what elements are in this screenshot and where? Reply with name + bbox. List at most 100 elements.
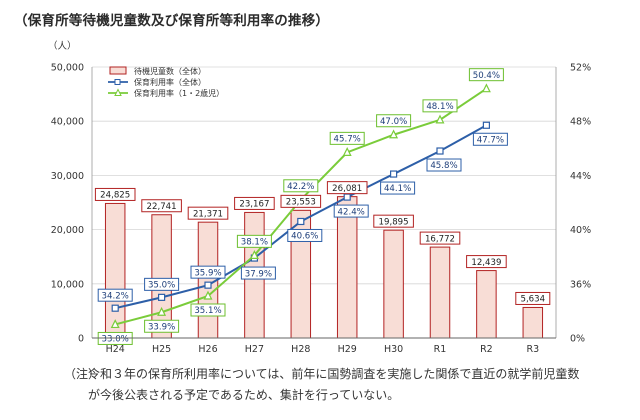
bar-value-label-box xyxy=(187,206,229,220)
bar xyxy=(151,214,172,339)
bar xyxy=(476,270,497,339)
rate-value-label: 35.0% xyxy=(148,281,175,291)
rate-value-label: 50.4% xyxy=(473,71,500,81)
y-left-tick-label: 0 xyxy=(78,334,84,345)
bar-value-label-group: 16,772 xyxy=(419,231,461,245)
line-point xyxy=(342,147,352,156)
line-point xyxy=(204,281,212,289)
chart-title: （保育所等待機児童数及び保育所等利用率の推移） xyxy=(14,13,330,29)
line-point xyxy=(482,121,490,129)
y-left-tick-label: 20,000 xyxy=(51,225,84,236)
x-tick-label: H24 xyxy=(106,344,125,355)
rate-value-label-group: 42.2% xyxy=(283,179,319,193)
chart-svg: 24,825 22,741 21,371 23,167 23,553 26,081 19,8… xyxy=(48,40,591,355)
legend-marker xyxy=(114,88,122,96)
line-point xyxy=(297,217,305,226)
line-point xyxy=(390,170,398,178)
legend-label: 保育利用率（1・2歳児） xyxy=(134,88,224,98)
rate-value-label-group: 37.9% xyxy=(240,266,276,280)
y-left-unit: （人） xyxy=(48,40,77,52)
note-line-1: 令和３年の保育所利用率については、前年に国勢調査を実施した関係で直近の就学前児童… xyxy=(88,367,580,381)
rate-value-label-box xyxy=(468,68,504,82)
rate-value-label-group: 35.9% xyxy=(190,265,226,279)
x-tick-label: H29 xyxy=(338,344,357,355)
line-point xyxy=(435,114,445,124)
bar-value-label-group: 26,081 xyxy=(326,181,368,195)
rate-value-label-box xyxy=(376,114,412,128)
rate-value-label: 42.4% xyxy=(338,207,365,217)
rate-value-label-box xyxy=(97,288,133,302)
bar-value-label-group: 12,439 xyxy=(466,255,507,269)
rate-value-label-box xyxy=(190,265,226,279)
bar-value-label-group: 23,167 xyxy=(234,196,275,210)
rate-value-label-box xyxy=(144,319,180,333)
line-point xyxy=(203,290,213,300)
rate-value-label: 40.6% xyxy=(291,232,318,242)
rate-value-label-group: 35.1% xyxy=(190,303,226,317)
bar-value-label-group: 24,825 xyxy=(94,187,136,201)
legend-layer: 待機児童数（全体）保育利用率（全体）保育利用率（1・2歳児） xyxy=(108,66,224,98)
rate-value-label-group: 33.9% xyxy=(144,319,180,333)
bar-value-label-box xyxy=(94,187,136,201)
line-point xyxy=(343,193,351,201)
bar-value-label-box xyxy=(515,291,551,305)
bar xyxy=(383,229,404,339)
y-right-tick-label: 52% xyxy=(570,63,591,74)
x-tick-label: R3 xyxy=(526,344,539,355)
rate-value-label: 42.2% xyxy=(287,182,314,192)
axis-layer: 0 10,000 20,000 30,000 40,000 50,000 0% 36% 40% 4… xyxy=(48,40,591,355)
rate-value-label: 33.9% xyxy=(148,322,175,332)
y-right-tick-label: 48% xyxy=(570,117,591,128)
y-left-tick-label: 30,000 xyxy=(51,171,84,182)
rate-value-label-group: 40.6% xyxy=(287,228,323,242)
rate-value-label: 47.7% xyxy=(477,135,504,145)
rate-value-label: 37.9% xyxy=(245,269,272,279)
rate-value-label: 44.1% xyxy=(384,184,411,194)
rate-value-label: 34.2% xyxy=(102,291,129,301)
bar-value-label-group: 5,634 xyxy=(515,291,551,305)
bar xyxy=(429,246,451,339)
bar-value-label: 21,371 xyxy=(193,209,223,219)
rate-value-label-box xyxy=(144,277,180,291)
rate-value-label-box xyxy=(236,234,272,248)
bar-value-label-group: 21,371 xyxy=(187,206,229,220)
legend-label: 待機児童数（全体） xyxy=(134,66,206,76)
x-tick-label: H27 xyxy=(245,344,264,355)
note-head: （注） xyxy=(64,367,101,381)
rate-value-label-group: 42.4% xyxy=(333,204,369,218)
x-tick-label: H25 xyxy=(152,344,171,355)
rate-value-label-box xyxy=(283,179,319,193)
rate-value-label-box xyxy=(422,99,458,113)
bar-value-label: 12,439 xyxy=(471,258,501,268)
rate-value-label: 48.1% xyxy=(426,102,453,112)
rate-value-label: 38.1% xyxy=(241,238,268,248)
rate-value-label-box xyxy=(329,131,365,145)
bar xyxy=(336,196,358,339)
bar-value-label-box xyxy=(466,255,507,269)
rate-value-label-group: 47.0% xyxy=(376,114,412,128)
bar-value-label: 19,895 xyxy=(379,217,409,227)
rate-value-label-box xyxy=(240,266,276,280)
line-point xyxy=(481,83,491,93)
rate-value-label-group: 45.8% xyxy=(426,158,462,172)
bar-value-label: 23,167 xyxy=(239,200,269,210)
legend-marker xyxy=(114,79,121,85)
bar-value-label: 26,081 xyxy=(332,184,362,194)
rate-value-label-group: 38.1% xyxy=(236,234,272,248)
line-point xyxy=(111,304,119,312)
y-left-tick-label: 50,000 xyxy=(51,63,84,74)
rate-value-label-group: 50.4% xyxy=(468,68,504,82)
rate-value-label: 35.1% xyxy=(194,306,221,316)
line-point xyxy=(389,129,399,139)
bar-value-label: 5,634 xyxy=(520,295,545,305)
rate-value-label-box xyxy=(287,228,323,242)
rate-value-label-group: 44.1% xyxy=(380,181,416,195)
bar-value-label-box xyxy=(280,194,322,208)
rate-value-label-group: 45.7% xyxy=(329,131,365,145)
rate-value-label-group: 35.0% xyxy=(144,277,180,291)
line-point xyxy=(110,319,120,329)
rate-value-label-group: 48.1% xyxy=(422,99,458,113)
bar-value-label-group: 23,553 xyxy=(280,194,322,208)
rate-value-label-group: 33.0% xyxy=(97,331,133,345)
rate-value-label: 47.0% xyxy=(380,117,407,127)
